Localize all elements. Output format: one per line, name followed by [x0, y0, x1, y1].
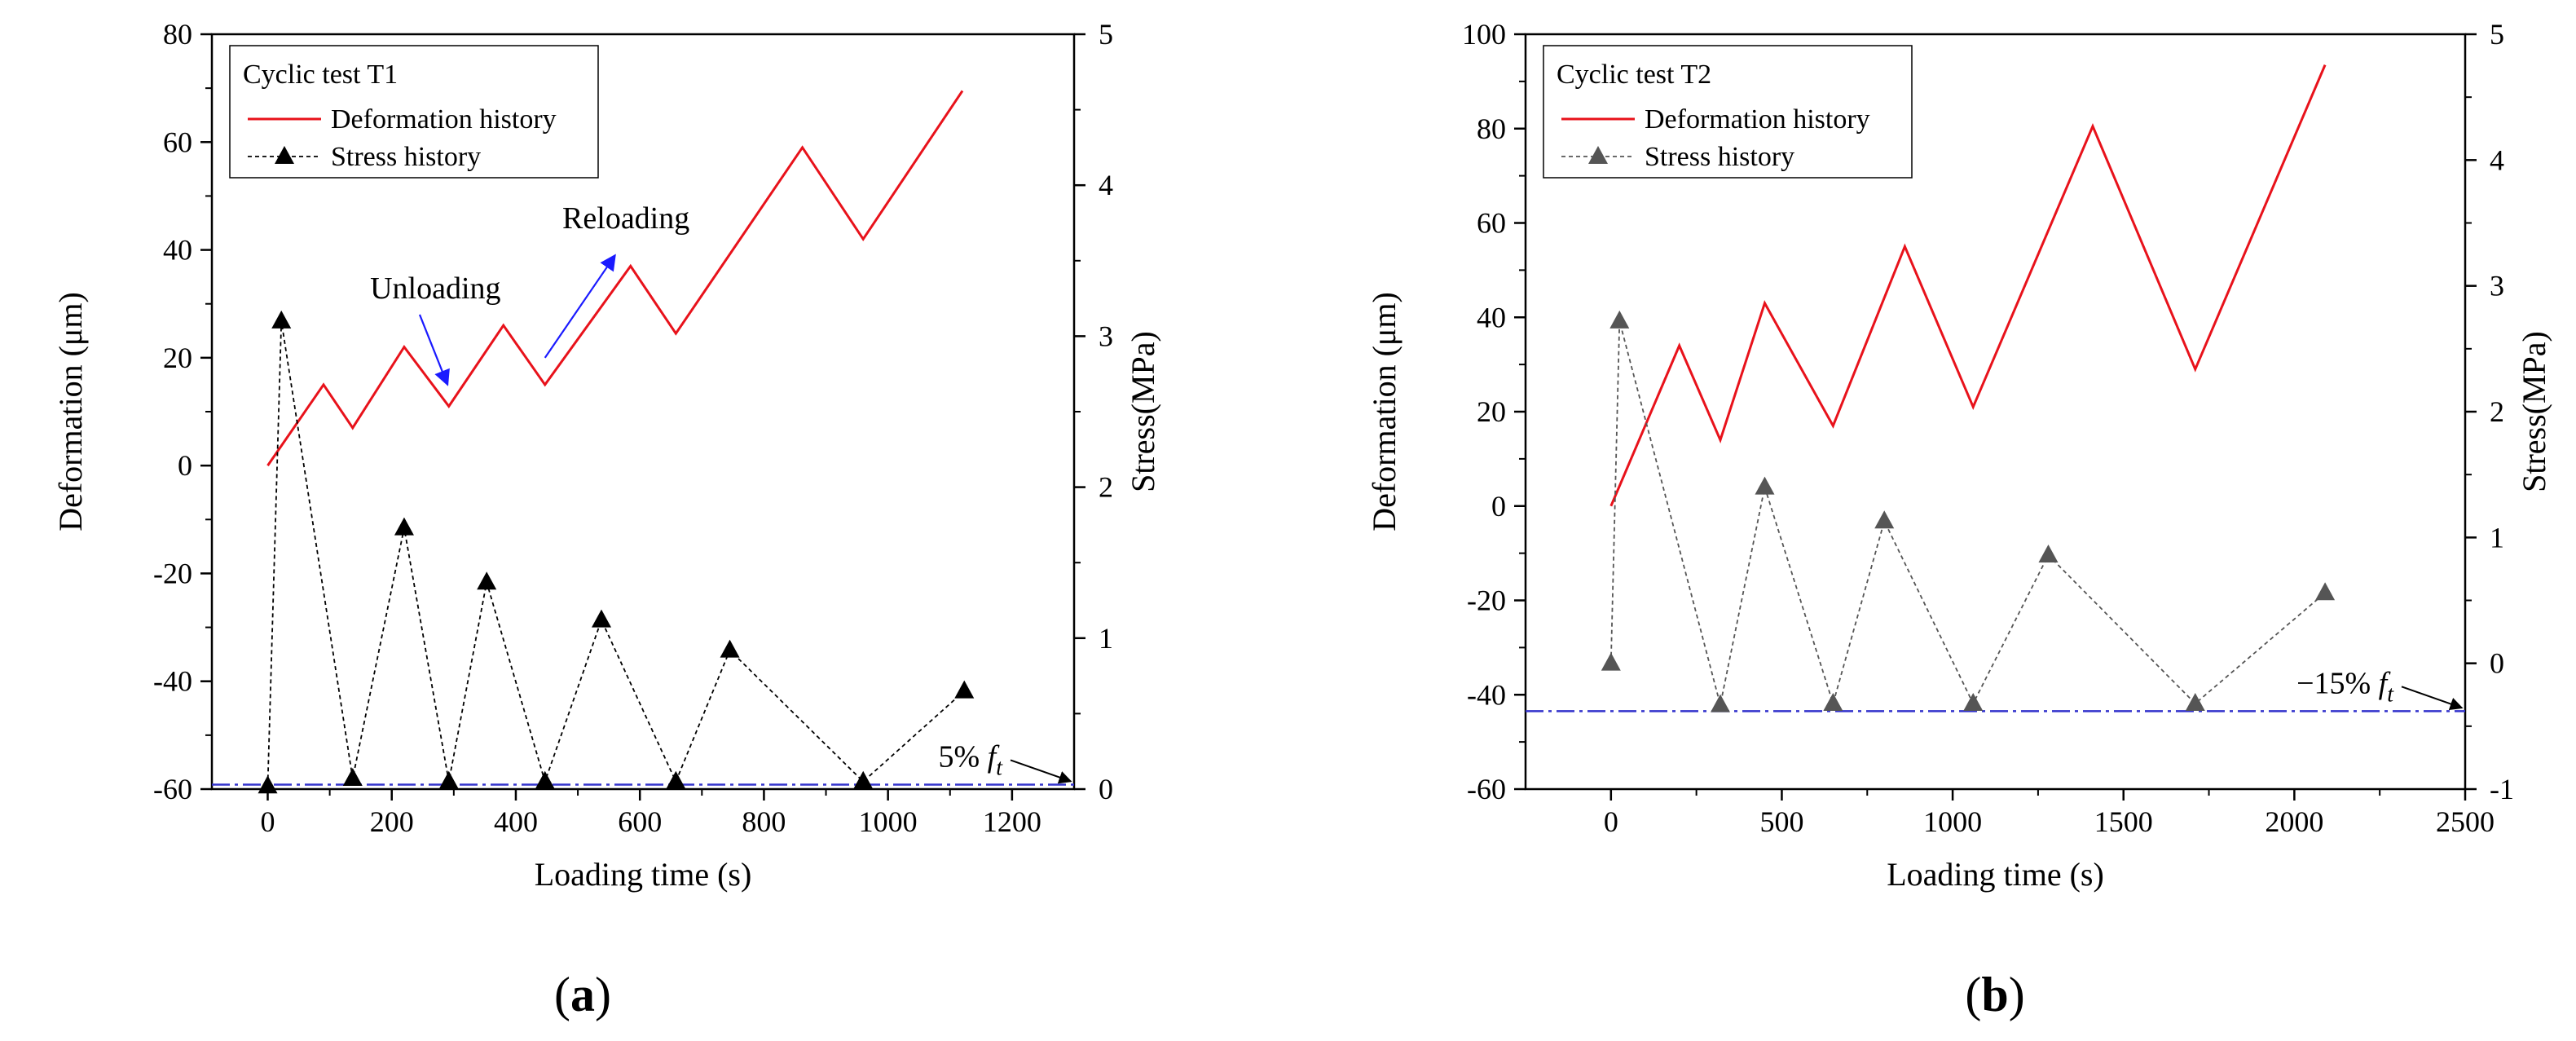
x-tick-label: 1000	[859, 805, 918, 838]
x-axis-title: Loading time (s)	[1887, 856, 2104, 893]
y-right-axis-title: Stress(MPa)	[1125, 331, 1161, 492]
y-right-tick-label: 4	[1099, 169, 1113, 201]
y-right-tick-label: 1	[1099, 622, 1113, 655]
y-left-tick-label: -20	[1467, 584, 1506, 617]
stress-point	[592, 609, 612, 628]
x-tick-label: 400	[494, 805, 538, 838]
y-right-axis-title: Stress(MPa)	[2516, 331, 2552, 492]
stress-point	[720, 639, 740, 658]
legend-label-stress: Stress history	[331, 142, 481, 172]
y-left-tick-label: 60	[163, 126, 192, 158]
x-tick-label: 500	[1759, 805, 1803, 838]
legend-marker-stress	[275, 146, 294, 164]
y-left-tick-label: 20	[1477, 395, 1506, 428]
legend-label-deformation: Deformation history	[331, 104, 557, 135]
legend-title: Cyclic test T1	[243, 60, 398, 90]
series-line-deformation	[1609, 64, 2327, 507]
y-right-tick-label: 2	[1099, 471, 1113, 504]
chart-panel-a: 0 200 400 600 800 1000 1200-60-40-200204060800…	[52, 18, 1161, 1021]
x-tick-label: 1000	[1923, 805, 1982, 838]
stress-point	[2315, 582, 2336, 601]
x-tick-label: 800	[742, 805, 786, 838]
y-right-tick-label: 4	[2490, 143, 2504, 176]
y-left-tick-label: -20	[153, 557, 192, 589]
annotation-arrow	[544, 254, 616, 359]
y-left-tick-label: -40	[153, 665, 192, 698]
stress-point	[271, 310, 292, 329]
panel-label: (b)	[1965, 968, 2024, 1021]
stress-point	[477, 571, 497, 590]
legend-title: Cyclic test T2	[1557, 60, 1711, 90]
y-left-tick-label: -40	[1467, 678, 1506, 711]
x-tick-label: 2500	[2436, 805, 2495, 838]
y-right-tick-label: -1	[2490, 773, 2514, 805]
y-left-tick-label: 80	[163, 18, 192, 51]
panel-label: (a)	[554, 968, 611, 1021]
y-left-tick-label: 60	[1477, 207, 1506, 240]
series-line-stress	[1609, 320, 2326, 707]
y-left-tick-label: -60	[1467, 773, 1506, 805]
y-left-tick-label: 0	[1491, 490, 1506, 523]
stress-point	[2185, 693, 2205, 712]
legend-box	[1543, 45, 1913, 179]
x-tick-label: 1500	[2094, 805, 2153, 838]
x-tick-label: 0	[261, 805, 275, 838]
stress-point	[1823, 693, 1843, 712]
annotation-unloading: Unloading	[370, 271, 500, 306]
y-right-tick-label: 1	[2490, 521, 2504, 554]
y-left-tick-label: 100	[1462, 18, 1506, 51]
y-right-tick-label: 3	[2490, 270, 2504, 302]
y-left-tick-label: -60	[153, 773, 192, 805]
y-left-tick-label: 40	[163, 234, 192, 267]
stress-point	[2038, 544, 2059, 562]
y-right-tick-label: 5	[1099, 18, 1113, 51]
legend-box	[229, 45, 599, 179]
stress-point	[1963, 693, 1984, 712]
stress-point	[258, 775, 278, 794]
annotation-reloading: Reloading	[562, 201, 689, 236]
x-axis-title: Loading time (s)	[535, 856, 752, 893]
legend-label-deformation: Deformation history	[1645, 104, 1870, 135]
stress-point	[1874, 510, 1895, 529]
series-line-stress	[266, 320, 965, 787]
x-tick-label: 600	[618, 805, 662, 838]
x-tick-label: 200	[370, 805, 414, 838]
stress-point	[1755, 476, 1775, 495]
y-left-tick-label: 40	[1477, 301, 1506, 333]
stress-point	[394, 517, 414, 536]
x-tick-label: 0	[1604, 805, 1618, 838]
x-tick-label: 1200	[983, 805, 1041, 838]
stress-point	[666, 770, 686, 789]
y-right-tick-label: 0	[1099, 773, 1113, 805]
stress-point	[342, 768, 363, 787]
legend-label-stress: Stress history	[1645, 142, 1794, 172]
y-right-tick-label: 2	[2490, 395, 2504, 428]
stress-point	[535, 770, 555, 789]
reference-line-label: 5% ft	[939, 739, 1004, 780]
reference-arrow	[2401, 686, 2464, 711]
x-tick-label: 2000	[2265, 805, 2323, 838]
y-left-axis-title: Deformation (μm)	[52, 292, 89, 532]
y-left-axis-title: Deformation (μm)	[1366, 292, 1402, 532]
stress-point	[853, 770, 874, 789]
reference-arrow	[1010, 759, 1072, 784]
stress-point	[438, 770, 459, 789]
y-right-tick-label: 0	[2490, 647, 2504, 680]
reference-line-label: −15% ft	[2296, 666, 2394, 707]
stress-point	[954, 680, 975, 699]
annotation-arrow	[418, 314, 450, 386]
series-line-deformation	[266, 90, 964, 466]
stress-point	[1609, 310, 1630, 329]
y-left-tick-label: 80	[1477, 112, 1506, 145]
legend-marker-stress	[1588, 146, 1608, 164]
stress-point	[1601, 652, 1621, 671]
y-left-tick-label: 20	[163, 342, 192, 374]
stress-point	[1710, 694, 1730, 712]
chart-panel-b: 0 500 1000 1500 2000 2500-60-40-2002040608010…	[1366, 18, 2552, 1021]
y-right-tick-label: 3	[1099, 320, 1113, 352]
y-left-tick-label: 0	[178, 449, 192, 482]
y-right-tick-label: 5	[2490, 18, 2504, 51]
